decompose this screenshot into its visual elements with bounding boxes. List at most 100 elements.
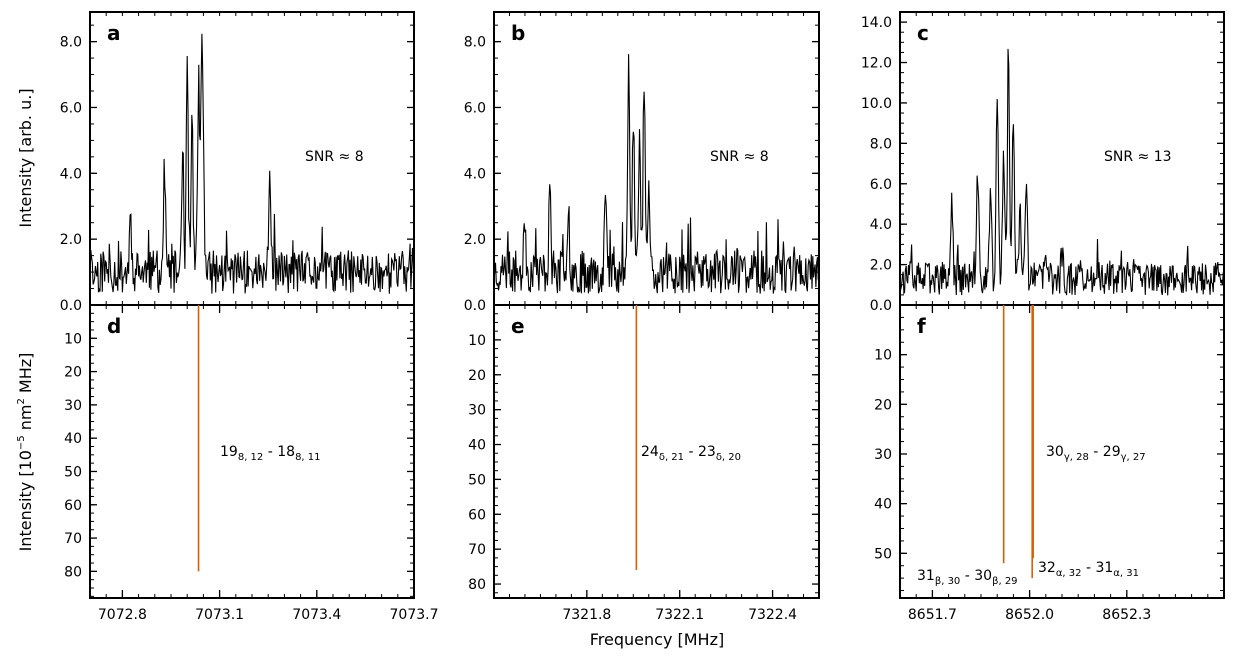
snr-annotation: SNR ≈ 13: [1104, 149, 1172, 165]
y-tick-label: 8.0: [60, 35, 82, 51]
y-tick-label: 10: [874, 348, 892, 364]
y-tick-label: 2.0: [464, 232, 486, 248]
y-tick-label: 10.0: [861, 96, 892, 112]
y-tick-label: 14.0: [861, 15, 892, 31]
y-tick-label: 20: [468, 368, 486, 384]
spectrum-line: [899, 48, 1225, 296]
y-tick-label: 40: [64, 431, 82, 447]
panel-e-frame: [493, 304, 820, 599]
snr-annotation: SNR ≈ 8: [305, 149, 364, 165]
y-tick-label: 0.0: [60, 298, 82, 314]
spectrum-line: [493, 54, 820, 294]
bottom-y-label-exp: −5: [16, 435, 27, 450]
y-tick-label: 30: [64, 398, 82, 414]
transition-label-main: 19: [220, 444, 238, 460]
panel-letter-f: f: [917, 314, 926, 338]
transition-label-sub2: 8, 11: [295, 452, 320, 463]
y-tick-label: 12.0: [861, 56, 892, 72]
y-tick-label: 50: [64, 464, 82, 480]
transition-label-sub2: γ, 27: [1121, 452, 1146, 463]
y-tick-label: 6.0: [60, 100, 82, 116]
transition-label-sub1: 8, 12: [238, 452, 263, 463]
y-tick-label: 6.0: [870, 177, 892, 193]
transition-label-sub2: δ, 20: [716, 452, 741, 463]
panel-letter-b: b: [511, 21, 525, 45]
y-tick-label: 2.0: [870, 258, 892, 274]
panel-letter-c: c: [917, 21, 929, 45]
spectrum-line: [89, 33, 415, 294]
y-tick-label: 60: [468, 507, 486, 523]
transition-label-sub1: δ, 21: [659, 452, 684, 463]
y-tick-label: 50: [468, 472, 486, 488]
y-tick-label: 60: [64, 498, 82, 514]
y-tick-label: 20: [64, 365, 82, 381]
y-tick-label: 10: [64, 331, 82, 347]
bottom-y-axis-label: Intensity [10−5 nm2 MHz]: [16, 353, 35, 552]
panels-group: 0.0 2.0 4.0 6.0 8.0 a SNR ≈ 8 0.0 2.0 4.0 6.0 8.0 b S…: [60, 11, 1225, 623]
transition-label-mid: - 18: [263, 444, 295, 460]
transition-label-main: 32: [1038, 560, 1056, 576]
y-tick-label: 20: [874, 397, 892, 413]
panel-a: 0.0 2.0 4.0 6.0 8.0 a SNR ≈ 8: [60, 11, 415, 314]
top-y-axis-label: Intensity [arb. u.]: [16, 88, 35, 227]
y-tick-label: 40: [874, 497, 892, 513]
y-tick-label: 0.0: [464, 298, 486, 314]
bottom-y-label-base: Intensity [10: [16, 450, 35, 551]
x-tick-label: 7073.1: [195, 607, 244, 623]
panel-b: 0.0 2.0 4.0 6.0 8.0 b SNR ≈ 8: [464, 11, 820, 314]
shared-x-axis-label: Frequency [MHz]: [590, 630, 724, 649]
transition-label-mid: - 30: [960, 568, 992, 584]
transition-label-main: 30: [1046, 444, 1064, 460]
y-tick-label: 0.0: [870, 298, 892, 314]
panel-d: 10 20 30 40 50 60 70 80 7072.8 7073.1 7073.4 7073.7…: [64, 304, 439, 623]
transition-label-mid: - 29: [1089, 444, 1121, 460]
panel-letter-d: d: [107, 314, 121, 338]
panel-c: 0.0 2.0 4.0 6.0 8.0 10.0 12.0 14.0 c SNR ≈ 13: [861, 11, 1225, 314]
transition-label: 30γ, 28 - 29γ, 27: [1046, 444, 1146, 463]
transition-label-sub2: α, 31: [1113, 568, 1139, 579]
x-tick-label: 7322.1: [655, 607, 704, 623]
transition-label-mid: - 23: [684, 444, 716, 460]
y-tick-label: 70: [468, 542, 486, 558]
y-tick-label: 70: [64, 531, 82, 547]
transition-label-sub2: β, 29: [992, 576, 1017, 587]
bottom-y-label-tail: MHz]: [16, 353, 35, 399]
x-tick-label: 7322.4: [748, 607, 797, 623]
panel-letter-e: e: [511, 314, 525, 338]
transition-label-main: 24: [641, 444, 659, 460]
x-tick-label: 7073.4: [292, 607, 341, 623]
y-tick-label: 50: [874, 546, 892, 562]
y-tick-label: 80: [468, 577, 486, 593]
y-tick-label: 8.0: [870, 136, 892, 152]
x-tick-label: 7073.7: [390, 607, 439, 623]
y-tick-label: 80: [64, 564, 82, 580]
transition-label-sub1: α, 32: [1056, 568, 1082, 579]
y-tick-label: 4.0: [464, 166, 486, 182]
transition-label-mid: - 31: [1082, 560, 1114, 576]
y-tick-label: 40: [468, 438, 486, 454]
bottom-y-label-mid: nm: [16, 405, 35, 436]
y-tick-label: 30: [874, 447, 892, 463]
y-tick-label: 4.0: [870, 217, 892, 233]
x-tick-label: 8651.7: [908, 607, 957, 623]
y-tick-label: 8.0: [464, 35, 486, 51]
x-tick-label: 7072.8: [98, 607, 147, 623]
transition-label: 31β, 30 - 30β, 29: [917, 568, 1018, 587]
transition-label-sub1: γ, 28: [1064, 452, 1089, 463]
snr-annotation: SNR ≈ 8: [710, 149, 769, 165]
x-tick-label: 8652.0: [1005, 607, 1054, 623]
x-tick-label: 8652.3: [1102, 607, 1151, 623]
bottom-y-label-exp2: 2: [16, 398, 27, 404]
transition-label-sub1: β, 30: [935, 576, 960, 587]
y-tick-label: 30: [468, 403, 486, 419]
x-tick-label: 7321.8: [562, 607, 611, 623]
transition-label-main: 31: [917, 568, 935, 584]
transition-label: 32α, 32 - 31α, 31: [1038, 560, 1139, 579]
panel-a-frame: [89, 11, 415, 306]
y-tick-label: 10: [468, 333, 486, 349]
transition-label: 24δ, 21 - 23δ, 20: [641, 444, 741, 463]
transition-label: 198, 12 - 188, 11: [220, 444, 321, 463]
y-tick-label: 6.0: [464, 100, 486, 116]
